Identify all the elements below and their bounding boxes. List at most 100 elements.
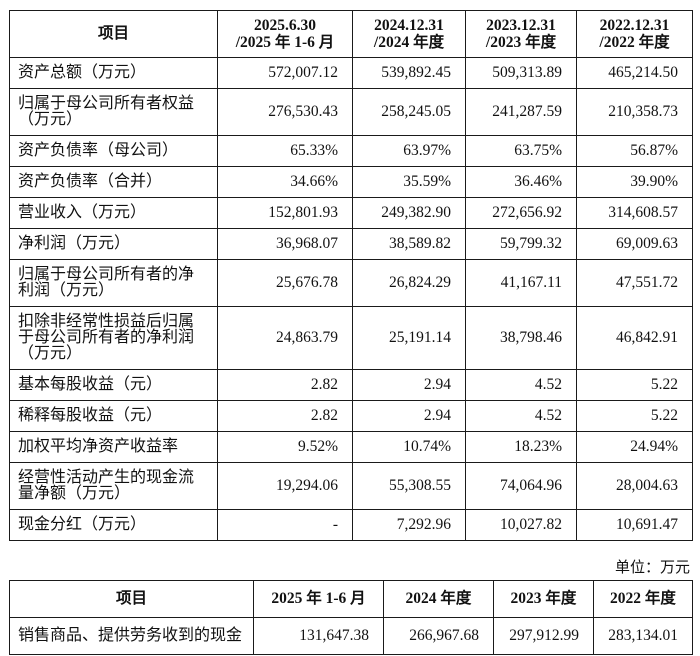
period-date: 2022.12.31 [599,17,670,34]
value-cell: 2.94 [352,400,466,432]
value-cell: 26,824.29 [352,259,466,307]
unit-note: 单位：万元 [614,560,690,576]
row-label: 基本每股收益（元） [9,369,218,401]
value-cell: 241,287.59 [465,88,577,136]
value-cell: 7,292.96 [352,509,466,541]
value-cell: 38,589.82 [352,228,466,260]
row-label: 归属于母公司所有者权益（万元） [9,88,218,136]
table-row: 基本每股收益（元） 2.82 2.94 4.52 5.22 [9,369,693,401]
value-cell: 65.33% [217,135,353,167]
row-label: 营业收入（万元） [9,197,218,229]
value-cell: 276,530.43 [217,88,353,136]
value-cell: 283,134.01 [593,617,693,655]
row-label: 经营性活动产生的现金流量净额（万元） [9,462,218,510]
row-label: 现金分红（万元） [9,509,218,541]
value-cell: 152,801.93 [217,197,353,229]
value-cell: 572,007.12 [217,57,353,89]
table1-header-row: 项目 2025.6.30 /2025 年 1-6 月 2024.12.31 /2… [9,10,693,58]
period-header-cell: 2023 年度 [493,580,594,618]
item-header-cell: 项目 [9,10,218,58]
value-cell: 314,608.57 [576,197,693,229]
period-range: /2025 年 1-6 月 [235,34,335,51]
table-row: 资产负债率（合并） 34.66% 35.59% 36.46% 39.90% [9,166,693,198]
table-row: 营业收入（万元） 152,801.93 249,382.90 272,656.9… [9,197,693,229]
value-cell: 4.52 [465,400,577,432]
value-cell: 34.66% [217,166,353,198]
value-cell: 5.22 [576,369,693,401]
value-cell: 509,313.89 [465,57,577,89]
table2-header-row: 项目 2025 年 1-6 月 2024 年度 2023 年度 2022 年度 [9,580,693,618]
table-row: 归属于母公司所有者的净利润（万元） 25,676.78 26,824.29 41… [9,259,693,307]
value-cell: 10,691.47 [576,509,693,541]
table-row: 资产负债率（母公司） 65.33% 63.97% 63.75% 56.87% [9,135,693,167]
row-label: 资产负债率（母公司） [9,135,218,167]
value-cell: 4.52 [465,369,577,401]
row-label: 扣除非经常性损益后归属于母公司所有者的净利润（万元） [9,306,218,370]
value-cell: 9.52% [217,431,353,463]
value-cell: - [217,509,353,541]
period-date: 2025.6.30 [254,17,316,34]
value-cell: 10.74% [352,431,466,463]
value-cell: 36.46% [465,166,577,198]
period-header-cell: 2025 年 1-6 月 [253,580,384,618]
value-cell: 2.94 [352,369,466,401]
value-cell: 465,214.50 [576,57,693,89]
value-cell: 266,967.68 [383,617,494,655]
value-cell: 55,308.55 [352,462,466,510]
value-cell: 2.82 [217,369,353,401]
value-cell: 69,009.63 [576,228,693,260]
value-cell: 5.22 [576,400,693,432]
table-row: 加权平均净资产收益率 9.52% 10.74% 18.23% 24.94% [9,431,693,463]
row-label: 稀释每股收益（元） [9,400,218,432]
row-label: 销售商品、提供劳务收到的现金 [9,617,254,655]
value-cell: 539,892.45 [352,57,466,89]
row-label: 净利润（万元） [9,228,218,260]
period-date: 2023.12.31 [486,17,556,34]
item-header-cell: 项目 [9,580,254,618]
value-cell: 63.75% [465,135,577,167]
value-cell: 272,656.92 [465,197,577,229]
table-row: 净利润（万元） 36,968.07 38,589.82 59,799.32 69… [9,228,693,260]
value-cell: 19,294.06 [217,462,353,510]
row-label: 加权平均净资产收益率 [9,431,218,463]
table-row: 稀释每股收益（元） 2.82 2.94 4.52 5.22 [9,400,693,432]
value-cell: 46,842.91 [576,306,693,370]
table-row: 经营性活动产生的现金流量净额（万元） 19,294.06 55,308.55 7… [9,462,693,510]
value-cell: 249,382.90 [352,197,466,229]
financial-indicators-table: 项目 2025.6.30 /2025 年 1-6 月 2024.12.31 /2… [9,10,693,541]
value-cell: 36,968.07 [217,228,353,260]
table-row: 资产总额（万元） 572,007.12 539,892.45 509,313.8… [9,57,693,89]
cash-received-table: 项目 2025 年 1-6 月 2024 年度 2023 年度 2022 年度 … [9,580,693,655]
value-cell: 41,167.11 [465,259,577,307]
period-header-cell: 2023.12.31 /2023 年度 [465,10,577,58]
period-header-cell: 2024.12.31 /2024 年度 [352,10,466,58]
value-cell: 59,799.32 [465,228,577,260]
value-cell: 25,191.14 [352,306,466,370]
table-row: 现金分红（万元） - 7,292.96 10,027.82 10,691.47 [9,509,693,541]
value-cell: 210,358.73 [576,88,693,136]
period-range: /2023 年度 [485,34,557,51]
value-cell: 74,064.96 [465,462,577,510]
period-header-cell: 2022 年度 [593,580,693,618]
table-row: 销售商品、提供劳务收到的现金 131,647.38 266,967.68 297… [9,617,693,655]
value-cell: 38,798.46 [465,306,577,370]
table-row: 归属于母公司所有者权益（万元） 276,530.43 258,245.05 24… [9,88,693,136]
row-label: 归属于母公司所有者的净利润（万元） [9,259,218,307]
period-header-cell: 2022.12.31 /2022 年度 [576,10,693,58]
value-cell: 56.87% [576,135,693,167]
period-header-cell: 2024 年度 [383,580,494,618]
value-cell: 297,912.99 [493,617,594,655]
period-range: /2022 年度 [599,34,670,51]
period-range: /2024 年度 [373,34,445,51]
row-label: 资产总额（万元） [9,57,218,89]
row-label: 资产负债率（合并） [9,166,218,198]
table-row: 扣除非经常性损益后归属于母公司所有者的净利润（万元） 24,863.79 25,… [9,306,693,370]
value-cell: 28,004.63 [576,462,693,510]
value-cell: 131,647.38 [253,617,384,655]
value-cell: 39.90% [576,166,693,198]
value-cell: 18.23% [465,431,577,463]
period-header-cell: 2025.6.30 /2025 年 1-6 月 [217,10,353,58]
value-cell: 258,245.05 [352,88,466,136]
value-cell: 2.82 [217,400,353,432]
